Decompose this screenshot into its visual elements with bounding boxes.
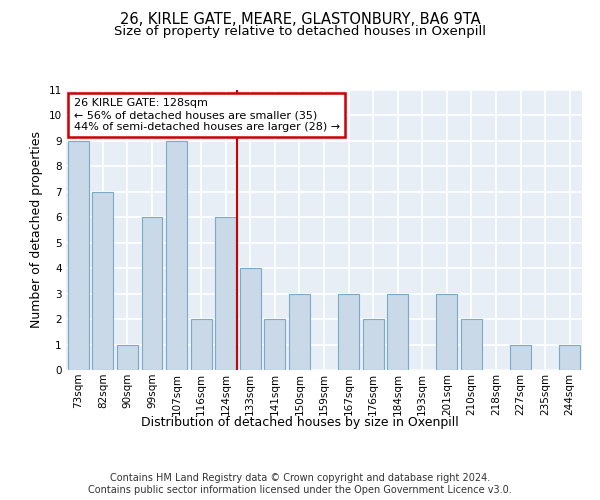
Bar <box>240 268 261 370</box>
Bar <box>215 218 236 370</box>
Text: Distribution of detached houses by size in Oxenpill: Distribution of detached houses by size … <box>141 416 459 429</box>
Bar <box>436 294 457 370</box>
Bar <box>461 319 482 370</box>
Bar <box>387 294 408 370</box>
Bar <box>510 344 531 370</box>
Bar <box>338 294 359 370</box>
Bar <box>92 192 113 370</box>
Bar <box>142 218 163 370</box>
Bar <box>362 319 383 370</box>
Bar <box>289 294 310 370</box>
Bar <box>166 141 187 370</box>
Bar <box>265 319 286 370</box>
Bar <box>191 319 212 370</box>
Text: Contains HM Land Registry data © Crown copyright and database right 2024.
Contai: Contains HM Land Registry data © Crown c… <box>88 474 512 495</box>
Bar <box>117 344 138 370</box>
Text: 26, KIRLE GATE, MEARE, GLASTONBURY, BA6 9TA: 26, KIRLE GATE, MEARE, GLASTONBURY, BA6 … <box>119 12 481 28</box>
Bar <box>559 344 580 370</box>
Bar <box>68 141 89 370</box>
Y-axis label: Number of detached properties: Number of detached properties <box>30 132 43 328</box>
Text: 26 KIRLE GATE: 128sqm
← 56% of detached houses are smaller (35)
44% of semi-deta: 26 KIRLE GATE: 128sqm ← 56% of detached … <box>74 98 340 132</box>
Text: Size of property relative to detached houses in Oxenpill: Size of property relative to detached ho… <box>114 25 486 38</box>
